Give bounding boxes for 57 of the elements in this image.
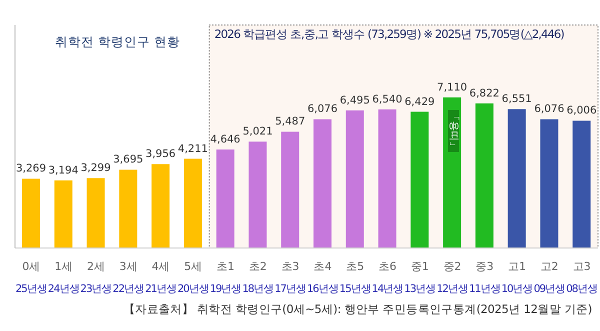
- data-label: 5,487: [275, 116, 306, 128]
- x-tick-label: 2세 23년생: [80, 260, 112, 295]
- x-tick-label: 5세 20년생: [177, 260, 209, 295]
- bar: [314, 119, 332, 248]
- data-label: 3,956: [146, 148, 176, 160]
- bar: [216, 150, 234, 248]
- bar: [346, 110, 364, 248]
- x-tick-label: 초2 18년생: [242, 260, 274, 295]
- data-label: 3,695: [113, 154, 144, 166]
- x-tick-label: 초5 15년생: [339, 260, 371, 295]
- bar: [540, 119, 558, 248]
- bar: [54, 180, 72, 248]
- annotation: 「용띠」: [448, 110, 459, 152]
- data-label: 6,076: [307, 103, 338, 116]
- x-tick-label: 3세 22년생: [112, 260, 144, 295]
- chart-title: 취학전 학령인구 현황: [55, 34, 180, 51]
- data-label: 3,269: [16, 162, 46, 175]
- x-tick-label: 중1 13년생: [404, 260, 436, 295]
- data-label: 4,211: [178, 142, 208, 155]
- bar: [22, 178, 40, 248]
- x-tick-label: 중3 11년생: [468, 260, 500, 295]
- x-tick-label: 고3 08년생: [566, 260, 598, 295]
- bar: [184, 158, 202, 248]
- x-tick-label: 초6 14년생: [372, 260, 404, 295]
- x-tick-label: 4세 21년생: [145, 260, 176, 295]
- x-tick-label: 초1 19년생: [210, 260, 242, 295]
- bar: [572, 120, 591, 248]
- x-tick-label: 1세 24년생: [48, 260, 80, 295]
- x-tick-label: 초4 16년생: [307, 260, 338, 295]
- bar: [410, 112, 429, 248]
- bar: [152, 164, 170, 248]
- band-label: 2026 학급편성 초,중,고 학생수 (73,259명) ※ 2025년 75,705명(△2,446): [214, 27, 564, 42]
- bar: [119, 170, 138, 248]
- x-tick-label: 초3 17년생: [274, 260, 306, 295]
- data-label: 6,822: [469, 87, 500, 100]
- data-label: 4,646: [210, 134, 241, 146]
- x-tick-label: 고1 10년생: [501, 260, 533, 295]
- bar: [508, 109, 526, 248]
- text: 【자료출처】 취학전 학령인구(0세~5세): 행안부 주민등록인구통계(2025년 12월말 기준): [123, 302, 592, 317]
- bar: [281, 132, 300, 248]
- data-label: 7,110: [437, 81, 468, 94]
- data-label: 3,299: [80, 162, 111, 174]
- data-label: 6,429: [404, 96, 435, 108]
- data-label: 6,540: [372, 93, 402, 106]
- x-tick-label: 고2 09년생: [534, 260, 566, 295]
- data-label: 6,006: [566, 104, 597, 117]
- data-label: 6,551: [502, 93, 532, 106]
- bar: [86, 178, 105, 248]
- bar: [475, 103, 494, 248]
- data-label: 6,495: [340, 94, 370, 106]
- data-label: 5,021: [242, 126, 273, 138]
- data-label: 3,194: [48, 164, 79, 176]
- bar: [378, 109, 396, 248]
- data-label: 6,076: [534, 103, 565, 116]
- bar: [248, 142, 267, 248]
- x-tick-label: 중2 12년생: [436, 260, 468, 295]
- x-tick-label: 0세 25년생: [16, 260, 47, 295]
